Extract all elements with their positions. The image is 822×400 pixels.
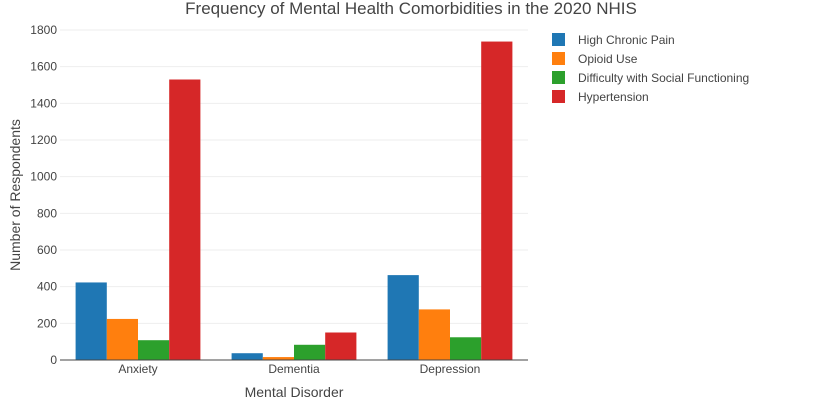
gridlines <box>60 29 528 324</box>
bar[interactable] <box>169 79 201 361</box>
y-tick-label: 400 <box>37 280 57 294</box>
bar[interactable] <box>481 41 513 361</box>
bar[interactable] <box>138 340 170 360</box>
legend-item[interactable]: High Chronic Pain <box>552 33 675 47</box>
bar[interactable] <box>231 353 263 360</box>
y-tick-label: 1600 <box>30 60 57 74</box>
legend-label: High Chronic Pain <box>578 33 675 47</box>
bars <box>75 41 513 361</box>
legend-swatch <box>552 71 565 84</box>
y-tick-label: 200 <box>37 316 57 330</box>
bar[interactable] <box>387 275 419 360</box>
legend-swatch <box>552 33 565 46</box>
bar[interactable] <box>262 357 294 360</box>
bar[interactable] <box>294 344 326 360</box>
bar[interactable] <box>325 332 357 361</box>
legend-label: Hypertension <box>578 90 649 104</box>
y-tick-label: 1800 <box>30 23 57 37</box>
legend-item[interactable]: Opioid Use <box>552 52 638 66</box>
y-tick-label: 1200 <box>30 133 57 147</box>
legend-label: Difficulty with Social Functioning <box>578 71 749 85</box>
bar[interactable] <box>450 337 482 360</box>
y-tick-label: 600 <box>37 243 57 257</box>
bar[interactable] <box>75 282 107 360</box>
y-tick-label: 1000 <box>30 170 57 184</box>
x-tick-label: Depression <box>420 362 481 376</box>
bar[interactable] <box>106 318 138 360</box>
y-tick-label: 0 <box>50 353 57 367</box>
legend-swatch <box>552 52 565 65</box>
y-tick-label: 800 <box>37 206 57 220</box>
y-tick-label: 1400 <box>30 96 57 110</box>
legend-item[interactable]: Hypertension <box>552 90 649 104</box>
legend-swatch <box>552 90 565 103</box>
x-axis-title: Mental Disorder <box>245 384 344 400</box>
x-tick-labels: Anxiety Dementia Depression <box>118 362 480 376</box>
bar[interactable] <box>418 309 450 360</box>
y-tick-labels: 0 200 400 600 800 1000 1200 1400 1600 1800 <box>30 23 57 367</box>
chart-title: Frequency of Mental Health Comorbidities… <box>185 0 637 18</box>
x-tick-label: Anxiety <box>118 362 157 376</box>
x-tick-label: Dementia <box>268 362 320 376</box>
legend-item[interactable]: Difficulty with Social Functioning <box>552 71 749 85</box>
legend-label: Opioid Use <box>578 52 638 66</box>
legend[interactable]: High Chronic Pain Opioid Use Difficulty wi… <box>552 33 749 104</box>
y-axis-title: Number of Respondents <box>7 119 23 271</box>
